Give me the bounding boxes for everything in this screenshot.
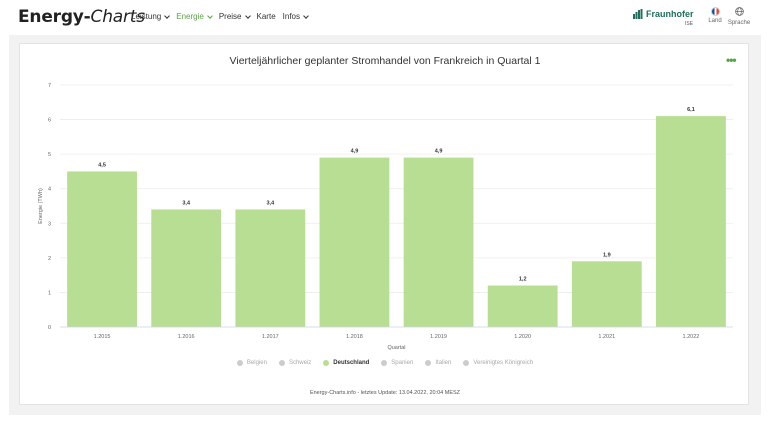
land-label: Land <box>708 18 722 24</box>
x-axis-label: Quartal <box>387 345 405 351</box>
bar <box>235 209 306 327</box>
legend-dot-icon <box>381 360 388 366</box>
data-label: 4,9 <box>351 149 359 155</box>
data-label: 4,5 <box>98 162 106 168</box>
y-tick-label: 2 <box>48 256 51 262</box>
legend-item[interactable]: Vereinigtes Königreich <box>463 360 533 366</box>
nav-label: Preise <box>218 12 242 21</box>
brand-italic: Charts <box>90 7 146 27</box>
bar <box>403 157 474 327</box>
legend-dot-icon <box>323 360 330 366</box>
nav-item-karte[interactable]: Karte <box>257 12 276 21</box>
legend-label: Spanien <box>391 360 414 366</box>
x-tick-label: 1.2018 <box>346 334 363 340</box>
legend-dot-icon <box>463 360 470 366</box>
legend-item[interactable]: Deutschland <box>323 360 369 366</box>
nav-label: Energie <box>176 12 204 21</box>
bar <box>571 261 642 327</box>
y-tick-label: 1 <box>48 290 51 296</box>
legend-item[interactable]: Schweiz <box>278 360 312 366</box>
fraunhofer-sub-label: ISE <box>685 21 694 27</box>
nav-label: Infos <box>282 12 300 21</box>
top-navigation-bar: Energy-Charts Leistung Energie Preise Ka… <box>0 0 770 34</box>
legend-label: Belgien <box>246 360 267 366</box>
chart-title: Vierteljährlicher geplanter Stromhandel … <box>229 55 541 67</box>
y-tick-label: 5 <box>48 152 51 158</box>
legend-dot-icon <box>236 360 243 366</box>
fraunhofer-logo[interactable]: Fraunhofer ISE <box>633 9 694 27</box>
x-tick-label: 1.2017 <box>262 334 279 340</box>
bar <box>487 285 558 327</box>
legend-label: Vereinigtes Königreich <box>473 360 534 366</box>
bar <box>656 116 726 327</box>
x-tick-label: 1.2016 <box>178 334 195 340</box>
x-tick-label: 1.2019 <box>430 334 447 340</box>
x-tick-label: 1.2020 <box>514 334 531 340</box>
data-label: 3,4 <box>182 200 191 206</box>
bar <box>319 157 390 327</box>
nav-item-leistung[interactable]: Leistung <box>131 12 171 21</box>
data-label: 4,9 <box>435 149 443 155</box>
sprache-label: Sprache <box>727 20 751 26</box>
y-tick-label: 7 <box>48 83 51 89</box>
legend-label: Italien <box>435 360 452 366</box>
chart-menu-icon[interactable]: ••• <box>726 53 737 67</box>
data-label: 1,2 <box>519 277 527 283</box>
bar <box>67 171 137 327</box>
legend-item[interactable]: Belgien <box>236 360 267 366</box>
bar <box>151 209 222 327</box>
x-tick-label: 1.2015 <box>94 334 111 340</box>
chart-legend: Belgien Schweiz Deutschland Spanien Italien V… <box>0 360 770 366</box>
country-selector[interactable]: Land <box>705 7 725 24</box>
y-tick-label: 6 <box>48 118 51 124</box>
legend-item[interactable]: Spanien <box>381 360 413 366</box>
y-tick-label: 3 <box>48 221 51 227</box>
data-label: 1,9 <box>603 252 611 258</box>
france-flag-icon <box>710 7 720 16</box>
update-note: Energy-Charts.info - letztes Update: 13.… <box>309 390 461 396</box>
brand-logo[interactable]: Energy-Charts <box>18 7 145 27</box>
brand-main: Energy- <box>18 7 91 27</box>
main-nav: Leistung Energie Preise Karte Infos <box>131 12 309 21</box>
language-selector[interactable]: Sprache <box>727 7 751 26</box>
y-tick-label: 0 <box>48 325 51 331</box>
nav-item-preise[interactable]: Preise <box>218 12 251 21</box>
x-tick-label: 1.2022 <box>683 334 700 340</box>
fraunhofer-label: Fraunhofer <box>646 9 694 19</box>
data-label: 3,4 <box>266 200 275 206</box>
legend-label: Deutschland <box>333 360 370 366</box>
legend-dot-icon <box>425 360 432 366</box>
nav-item-infos[interactable]: Infos <box>282 12 309 21</box>
nav-item-energie[interactable]: Energie <box>176 12 213 21</box>
nav-label: Karte <box>256 12 276 21</box>
nav-label: Leistung <box>131 12 162 21</box>
y-axis-label: Energie (TWh) <box>38 188 44 224</box>
legend-dot-icon <box>278 360 285 366</box>
fraunhofer-mark-icon <box>633 9 643 19</box>
data-label: 6,1 <box>687 107 695 113</box>
globe-icon <box>734 7 744 16</box>
x-tick-label: 1.2021 <box>598 334 615 340</box>
y-tick-label: 4 <box>48 187 51 193</box>
legend-item[interactable]: Italien <box>425 360 451 366</box>
legend-label: Schweiz <box>288 360 312 366</box>
